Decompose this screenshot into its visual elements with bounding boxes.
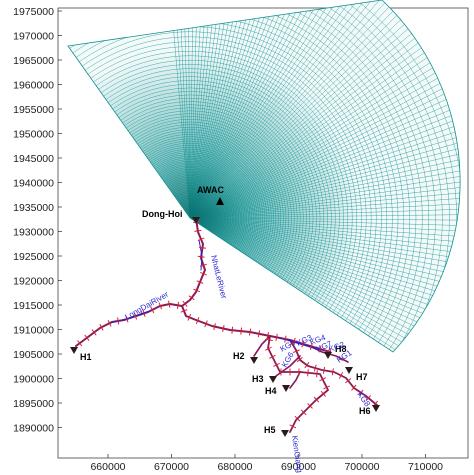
station-h1-label: H1: [80, 352, 92, 362]
station-h2-marker-icon: [250, 357, 258, 364]
y-tick-label: 1940000: [13, 178, 54, 190]
station-h1-marker-icon: [70, 347, 78, 354]
awac-marker-icon: [216, 197, 224, 205]
y-axis: 1975000 1970000 1965000 1960000 1955000 19500…: [13, 6, 62, 435]
x-axis: 660000 670000 680000 690000 700000 710000: [90, 454, 443, 473]
y-tick-label: 1900000: [13, 374, 54, 386]
y-tick-label: 1960000: [13, 80, 54, 92]
kien-giang-river-line: [267, 335, 329, 433]
y-tick-label: 1915000: [13, 300, 54, 312]
x-tick-label: 690000: [281, 461, 316, 473]
station-h7: H7: [345, 367, 368, 382]
y-tick-label: 1950000: [13, 129, 54, 141]
station-h4-label: H4: [265, 386, 277, 396]
y-tick-label: 1965000: [13, 55, 54, 67]
station-h4-marker-icon: [282, 385, 290, 392]
station-h2: H2: [233, 351, 258, 364]
dong-hoi-city: Dong-Hoi: [142, 209, 200, 224]
y-tick-label: 1925000: [13, 251, 54, 263]
x-tick-label: 710000: [408, 461, 443, 473]
dong-hoi-marker-icon: [192, 217, 200, 224]
y-tick-label: 1910000: [13, 325, 54, 337]
channel-hint-2: [109, 310, 151, 324]
station-h8-marker-icon: [324, 352, 332, 359]
station-h5-label: H5: [264, 425, 276, 435]
y-tick-label: 1930000: [13, 227, 54, 239]
y-tick-label: 1975000: [13, 6, 54, 18]
station-h5: H5: [264, 425, 289, 437]
y-tick-label: 1895000: [13, 398, 54, 410]
station-h3-marker-icon: [269, 376, 277, 383]
x-tick-label: 670000: [154, 461, 189, 473]
station-h2-label: H2: [233, 351, 245, 361]
station-h5-marker-icon: [281, 430, 289, 437]
station-h1: H1: [70, 347, 92, 362]
y-tick-label: 1970000: [13, 31, 54, 43]
awac-label: AWAC: [197, 185, 225, 195]
dong-hoi-label: Dong-Hoi: [142, 209, 183, 219]
station-h8: H8: [324, 344, 347, 359]
y-tick-label: 1935000: [13, 202, 54, 214]
station-h7-label: H7: [356, 372, 368, 382]
y-tick-label: 1945000: [13, 153, 54, 165]
station-h6-marker-icon: [372, 405, 380, 412]
y-tick-label: 1905000: [13, 349, 54, 361]
x-tick-label: 680000: [217, 461, 252, 473]
mesh-boundary: [67, 0, 461, 353]
station-h7-marker-icon: [345, 367, 353, 374]
kg-branch-1-line: [289, 339, 379, 407]
channel-hint-3: [279, 337, 321, 351]
x-tick-label: 700000: [344, 461, 379, 473]
station-h8-label: H8: [335, 344, 347, 354]
station-h3-label: H3: [252, 374, 264, 384]
y-tick-label: 1890000: [13, 423, 54, 435]
station-h3: H3: [252, 374, 277, 384]
channel-hint-1: [198, 239, 203, 271]
x-tick-label: 660000: [90, 461, 125, 473]
awac-station: AWAC: [197, 185, 225, 205]
station-h6-label: H6: [359, 406, 371, 416]
station-h4: H4: [265, 385, 290, 396]
station-h6: H6: [359, 405, 380, 416]
cross-section-ticks: [77, 221, 378, 429]
y-tick-label: 1920000: [13, 276, 54, 288]
y-tick-label: 1955000: [13, 104, 54, 116]
